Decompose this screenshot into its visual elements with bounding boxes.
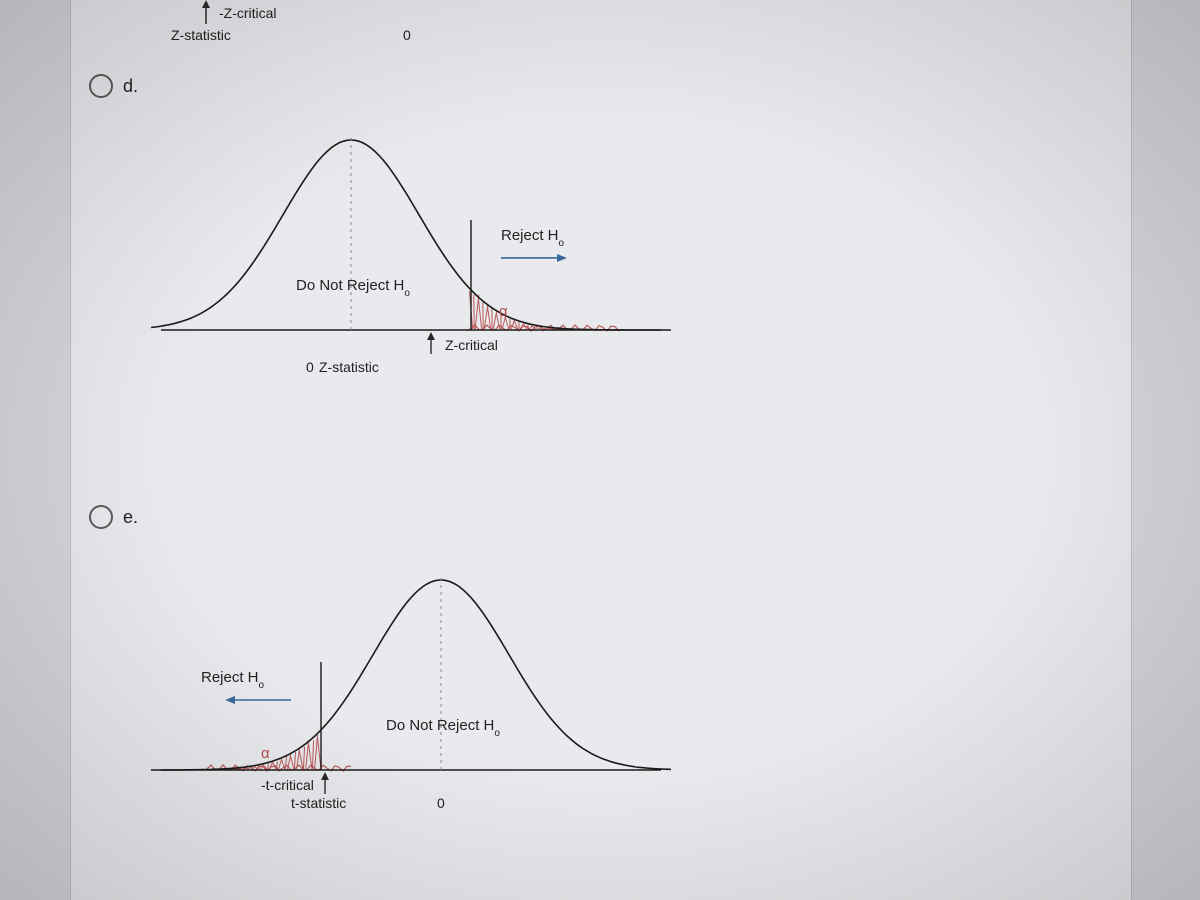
svg-text:α: α (499, 303, 508, 320)
svg-text:Do Not Reject Ho: Do Not Reject Ho (386, 717, 500, 739)
svg-text:0: 0 (437, 795, 445, 811)
svg-text:Z-critical: Z-critical (445, 337, 498, 353)
svg-text:Do Not Reject Ho: Do Not Reject Ho (296, 277, 410, 299)
top-zero-label: 0 (403, 27, 411, 43)
chart-e: Reject Ho Do Not Reject Ho α -t-critical t-s… (151, 530, 671, 855)
option-e-label: e. (123, 507, 138, 528)
top-fragment: -Z-critical Z-statistic 0 (131, 0, 651, 59)
option-e-row: e. (89, 505, 138, 529)
svg-text:α: α (261, 745, 270, 762)
top-z-critical-label: -Z-critical (219, 5, 277, 21)
svg-text:Z-statistic: Z-statistic (319, 359, 379, 375)
chart-d: Reject Ho Do Not Reject Ho α Z-critical 0 Z-s… (151, 90, 671, 415)
option-d-label: d. (123, 76, 138, 97)
radio-d[interactable] (89, 74, 113, 98)
svg-text:0: 0 (306, 359, 314, 375)
svg-text:Reject Ho: Reject Ho (501, 227, 565, 249)
svg-text:Reject Ho: Reject Ho (201, 669, 265, 691)
svg-text:t-statistic: t-statistic (291, 795, 346, 811)
radio-e[interactable] (89, 505, 113, 529)
option-d-row: d. (89, 74, 138, 98)
top-z-stat-label: Z-statistic (171, 27, 231, 43)
svg-text:-t-critical: -t-critical (261, 777, 314, 793)
page-panel: -Z-critical Z-statistic 0 d. Reject Ho Do… (70, 0, 1132, 900)
